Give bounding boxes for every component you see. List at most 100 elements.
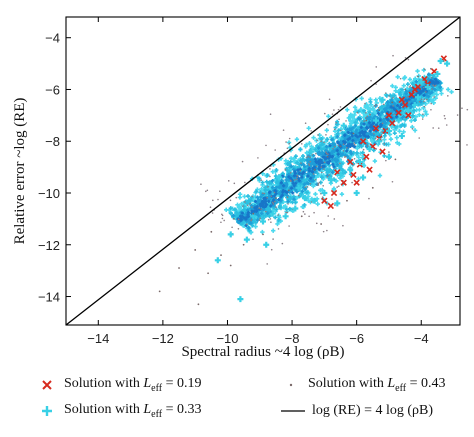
- cloud-plus-mark: [328, 147, 333, 152]
- cloud-dot-mark: [407, 58, 410, 61]
- cloud-plus-mark: [361, 163, 367, 169]
- cloud-plus-mark: [394, 135, 400, 140]
- cloud-plus-mark: [318, 188, 323, 193]
- cloud-plus-mark: [381, 124, 386, 129]
- cloud-dot-mark: [326, 229, 328, 232]
- cloud-dot-mark: [286, 147, 289, 150]
- x-mark: [408, 91, 415, 98]
- cloud-dot-mark: [315, 222, 318, 225]
- cloud-dot-mark: [272, 203, 275, 205]
- cloud-plus-mark: [281, 190, 285, 194]
- cloud-plus-mark: [349, 152, 354, 156]
- cloud-plus-mark: [353, 120, 358, 125]
- cloud-plus-mark: [393, 107, 397, 111]
- cloud-plus-mark: [353, 124, 358, 128]
- cloud-dot-mark: [332, 147, 334, 150]
- cloud-plus-mark: [270, 185, 275, 190]
- cloud-plus-mark: [409, 88, 413, 93]
- cloud-plus-mark: [327, 167, 332, 172]
- cloud-plus-mark: [331, 187, 336, 192]
- dot-mark: [233, 217, 235, 220]
- cloud-dot-mark: [288, 225, 290, 227]
- cloud-plus-mark: [383, 109, 388, 114]
- dot-mark: [371, 186, 374, 189]
- cloud-plus-mark: [345, 127, 350, 132]
- cloud-plus-mark: [270, 179, 275, 183]
- cloud-dot-mark: [373, 105, 376, 107]
- x-mark: [340, 179, 347, 186]
- cloud-plus-mark: [257, 176, 262, 181]
- dot-mark: [220, 254, 222, 257]
- cloud-dot-mark: [325, 151, 327, 153]
- cloud-plus-mark: [254, 189, 259, 194]
- cloud-plus-mark: [388, 137, 394, 142]
- cloud-dot-mark: [325, 134, 327, 136]
- cloud-plus-mark: [364, 134, 368, 138]
- cloud-dot-mark: [252, 238, 254, 241]
- cloud-plus-mark: [397, 141, 402, 147]
- cloud-plus-mark: [277, 205, 282, 210]
- cloud-plus-mark: [360, 150, 365, 155]
- cloud-dot-mark: [260, 208, 262, 210]
- cloud-plus-mark: [300, 172, 305, 176]
- cloud-plus-mark: [304, 150, 310, 156]
- cloud-dot-mark: [265, 210, 267, 213]
- plus-mark: [263, 241, 270, 248]
- cloud-dot-mark: [290, 180, 292, 182]
- cloud-plus-mark: [399, 103, 403, 107]
- cloud-dot-mark: [209, 206, 212, 208]
- cloud-dot-mark: [432, 84, 435, 87]
- line-marker-icon: [280, 402, 306, 420]
- cloud-dot-mark: [220, 221, 222, 224]
- cloud-plus-mark: [281, 174, 285, 178]
- plus-mark: [376, 138, 383, 145]
- cloud-dot-mark: [433, 96, 436, 98]
- cloud-dot-mark: [320, 192, 322, 195]
- cloud-dot-mark: [320, 140, 322, 142]
- dot-mark: [442, 60, 445, 62]
- cloud-dot-mark: [269, 168, 271, 170]
- dot-mark: [404, 88, 406, 91]
- cloud-plus-mark: [335, 148, 339, 153]
- cloud-plus-mark: [363, 105, 368, 110]
- cloud-plus-mark: [267, 199, 271, 203]
- cloud-dot-mark: [447, 95, 449, 97]
- dot-mark: [391, 101, 394, 104]
- cloud-plus-mark: [433, 95, 438, 101]
- cloud-plus-mark: [288, 159, 293, 164]
- cloud-dot-mark: [219, 190, 221, 192]
- x-tick-label: −10: [216, 331, 238, 346]
- cloud-dot-mark: [414, 91, 416, 93]
- cloud-plus-mark: [232, 207, 237, 212]
- plus-mark: [415, 94, 422, 101]
- cloud-plus-mark: [264, 203, 269, 207]
- cloud-plus-mark: [330, 154, 335, 159]
- cloud-plus-mark: [260, 229, 265, 235]
- cloud-plus-mark: [259, 211, 264, 215]
- cloud-plus-mark: [324, 144, 329, 149]
- dot-mark: [207, 272, 209, 275]
- plus-mark: [282, 213, 289, 220]
- cloud-plus-mark: [421, 89, 425, 93]
- cloud-plus-mark: [253, 220, 258, 225]
- cloud-plus-mark: [295, 160, 300, 165]
- cloud-dot-mark: [363, 120, 365, 122]
- cloud-dot-mark: [456, 114, 459, 116]
- cloud-plus-mark: [335, 135, 340, 139]
- cloud-plus-mark: [330, 150, 334, 155]
- cloud-dot-mark: [281, 242, 284, 245]
- cloud-dot-mark: [287, 203, 289, 205]
- cloud-plus-mark: [294, 137, 300, 142]
- plus-mark: [321, 190, 328, 196]
- cloud-plus-mark: [311, 153, 316, 158]
- cloud-plus-mark: [396, 103, 400, 108]
- cloud-plus-mark: [345, 149, 349, 153]
- cloud-dot-mark: [257, 157, 259, 159]
- plus-mark: [444, 60, 451, 67]
- cloud-dot-mark: [423, 68, 426, 71]
- cloud-dot-mark: [306, 185, 309, 188]
- cloud-plus-mark: [424, 112, 429, 117]
- cloud-dot-mark: [391, 180, 394, 183]
- cloud-dot-mark: [304, 122, 307, 124]
- cloud-dot-mark: [241, 160, 244, 163]
